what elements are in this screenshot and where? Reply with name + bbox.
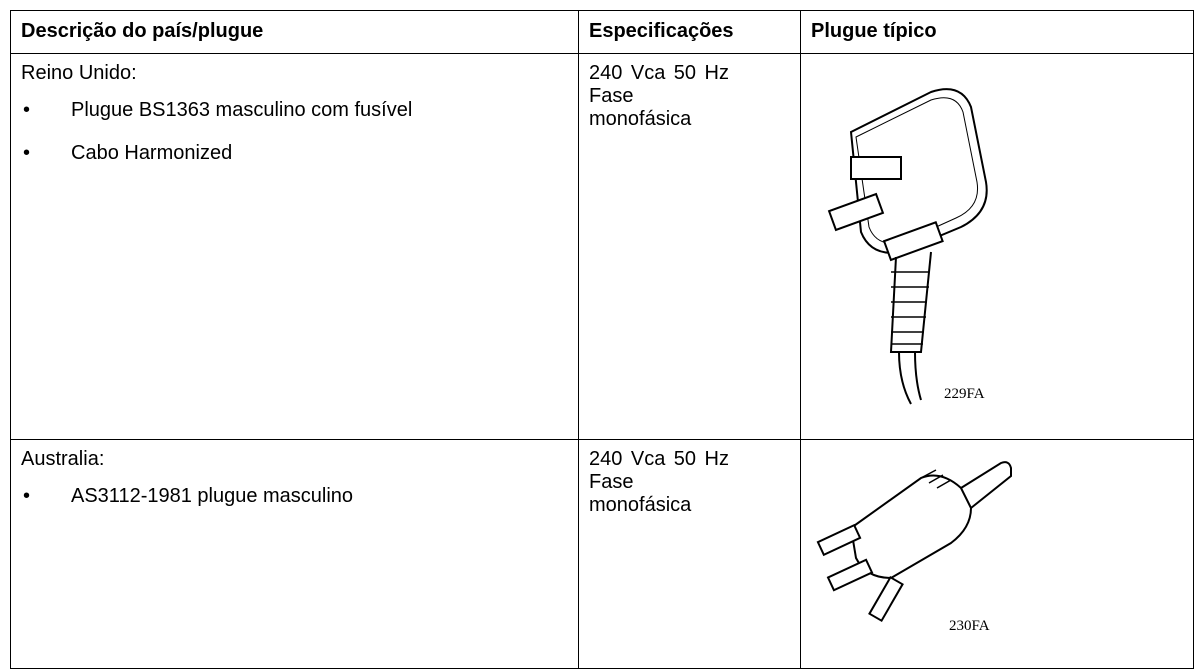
header-row: Descrição do país/plugue Especificações … xyxy=(10,10,1194,54)
au-plug-drawing xyxy=(816,461,1012,623)
row: Australia: AS3112-1981 plugue masculino … xyxy=(10,439,1194,669)
plug-table: Descrição do país/plugue Especificações … xyxy=(10,10,1194,669)
description-cell: Australia: AS3112-1981 plugue masculino xyxy=(10,439,579,669)
spec-cell: 240 Vca 50 Hz Fase monofásica xyxy=(578,439,801,669)
row: Reino Unido: Plugue BS1363 masculino com… xyxy=(10,53,1194,440)
header-cell: Especificações xyxy=(578,10,801,54)
description-cell: Reino Unido: Plugue BS1363 masculino com… xyxy=(10,53,579,440)
header-cell: Plugue típico xyxy=(800,10,1194,54)
item: AS3112-1981 plugue masculino xyxy=(21,485,568,508)
figure-cell: 229FA xyxy=(800,53,1194,440)
uk-plug-drawing xyxy=(827,88,988,405)
item: Cabo Harmonized xyxy=(21,142,568,165)
spec-cell: 240 Vca 50 Hz Fase monofásica xyxy=(578,53,801,440)
country: Australia: xyxy=(21,448,105,470)
item-list: Plugue BS1363 masculino com fusível Cabo… xyxy=(21,99,568,165)
country: Reino Unido: xyxy=(21,62,137,84)
figure-label: 229FA xyxy=(944,386,985,402)
spec: 240 Vca 50 Hz Fase monofásica xyxy=(589,448,729,516)
spec: 240 Vca 50 Hz Fase monofásica xyxy=(589,62,729,130)
figure-cell: 230FA xyxy=(800,439,1194,669)
item: Plugue BS1363 masculino com fusível xyxy=(21,99,568,122)
header-cell: Descrição do país/plugue xyxy=(10,10,579,54)
figure-label: 230FA xyxy=(949,618,990,634)
item-list: AS3112-1981 plugue masculino xyxy=(21,485,568,508)
